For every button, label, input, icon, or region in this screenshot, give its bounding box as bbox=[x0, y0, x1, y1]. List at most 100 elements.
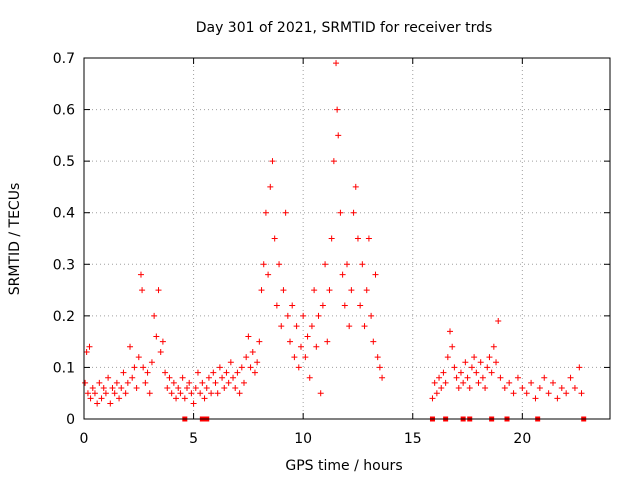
data-point bbox=[276, 261, 283, 268]
data-point bbox=[334, 106, 341, 113]
data-point bbox=[238, 364, 245, 371]
chart-title: Day 301 of 2021, SRMTID for receiver trd… bbox=[196, 20, 493, 36]
data-point bbox=[170, 379, 177, 386]
data-point bbox=[131, 364, 138, 371]
ticks-layer: 0 0.1 0.2 0.3 0.4 0.5 0.6 0.7 0 5 10 15 20 bbox=[53, 51, 610, 447]
data-point bbox=[122, 390, 129, 397]
data-point bbox=[273, 302, 280, 309]
x-tick-label: 20 bbox=[513, 431, 531, 447]
data-point bbox=[129, 374, 136, 381]
data-point bbox=[455, 385, 462, 392]
data-point bbox=[363, 287, 370, 294]
data-point bbox=[271, 235, 278, 242]
y-tick-label: 0.7 bbox=[53, 51, 75, 67]
data-point bbox=[162, 369, 169, 376]
data-point bbox=[571, 385, 578, 392]
data-point bbox=[146, 390, 153, 397]
data-point bbox=[96, 379, 103, 386]
data-point bbox=[486, 354, 493, 361]
data-point bbox=[308, 323, 315, 330]
y-tick-label: 0.3 bbox=[53, 257, 75, 273]
data-point bbox=[436, 374, 443, 381]
data-point bbox=[116, 395, 123, 402]
data-point bbox=[151, 312, 158, 319]
data-point bbox=[293, 323, 300, 330]
data-point bbox=[83, 348, 90, 355]
data-point bbox=[212, 379, 219, 386]
data-point bbox=[221, 385, 228, 392]
data-point bbox=[495, 318, 502, 325]
data-point bbox=[488, 369, 495, 376]
data-point bbox=[578, 390, 585, 397]
data-point bbox=[431, 379, 438, 386]
data-point bbox=[249, 348, 256, 355]
data-point bbox=[328, 235, 335, 242]
data-point bbox=[493, 359, 500, 366]
data-point bbox=[188, 390, 195, 397]
data-point bbox=[216, 364, 223, 371]
data-point bbox=[372, 271, 379, 278]
data-point bbox=[497, 374, 504, 381]
data-point bbox=[317, 390, 324, 397]
data-point bbox=[232, 385, 239, 392]
data-point bbox=[284, 312, 291, 319]
data-point bbox=[449, 343, 456, 350]
x-tick-label: 0 bbox=[80, 431, 89, 447]
data-point bbox=[225, 379, 232, 386]
data-point bbox=[111, 390, 118, 397]
data-point bbox=[306, 374, 313, 381]
data-point bbox=[234, 369, 241, 376]
data-point bbox=[333, 60, 340, 67]
data-point bbox=[346, 323, 353, 330]
data-point bbox=[133, 385, 140, 392]
data-point bbox=[447, 328, 454, 335]
data-point bbox=[322, 261, 329, 268]
data-point bbox=[468, 364, 475, 371]
data-point bbox=[361, 323, 368, 330]
data-point bbox=[545, 390, 552, 397]
data-point bbox=[337, 209, 344, 216]
data-point bbox=[313, 343, 320, 350]
data-point bbox=[94, 400, 101, 407]
data-point bbox=[473, 369, 480, 376]
data-point bbox=[554, 395, 561, 402]
data-point bbox=[164, 385, 171, 392]
data-point bbox=[278, 323, 285, 330]
data-point bbox=[453, 374, 460, 381]
data-point bbox=[315, 312, 322, 319]
data-point bbox=[523, 390, 530, 397]
data-point bbox=[344, 261, 350, 268]
data-point bbox=[429, 395, 436, 402]
data-point bbox=[451, 364, 458, 371]
data-point bbox=[339, 271, 346, 278]
data-point bbox=[490, 343, 497, 350]
data-point bbox=[370, 338, 377, 345]
y-tick-label: 0.2 bbox=[53, 309, 75, 325]
data-point bbox=[243, 354, 250, 361]
data-point bbox=[137, 271, 144, 278]
data-point bbox=[514, 374, 521, 381]
data-point bbox=[168, 390, 175, 397]
data-point bbox=[532, 395, 539, 402]
data-point bbox=[541, 374, 548, 381]
data-point bbox=[254, 359, 261, 366]
data-point bbox=[291, 354, 298, 361]
grid-layer bbox=[84, 58, 610, 419]
x-tick-label: 5 bbox=[189, 431, 198, 447]
data-point bbox=[348, 287, 355, 294]
data-point bbox=[159, 338, 166, 345]
data-point bbox=[86, 343, 93, 350]
data-point bbox=[201, 395, 208, 402]
data-point bbox=[460, 379, 467, 386]
data-point bbox=[262, 209, 269, 216]
data-point bbox=[240, 379, 247, 386]
data-point bbox=[479, 374, 486, 381]
data-point bbox=[576, 364, 583, 371]
data-point bbox=[166, 374, 173, 381]
y-tick-label: 0 bbox=[66, 412, 75, 428]
data-point bbox=[482, 385, 489, 392]
data-point bbox=[148, 359, 155, 366]
data-point bbox=[223, 369, 230, 376]
